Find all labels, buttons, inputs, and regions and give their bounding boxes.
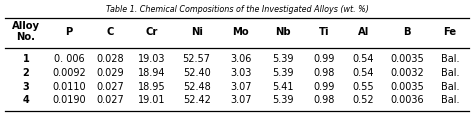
Text: 0.99: 0.99: [314, 54, 335, 64]
Text: 0. 006: 0. 006: [54, 54, 84, 64]
Text: 5.39: 5.39: [273, 54, 294, 64]
Text: 0.0035: 0.0035: [390, 82, 424, 92]
Text: 4: 4: [23, 95, 29, 105]
Text: 5.39: 5.39: [273, 68, 294, 78]
Text: 3.07: 3.07: [230, 95, 252, 105]
Text: Bal.: Bal.: [441, 68, 459, 78]
Text: 0.54: 0.54: [353, 68, 374, 78]
Text: 0.52: 0.52: [353, 95, 374, 105]
Text: Cr: Cr: [146, 27, 158, 37]
Text: 3.03: 3.03: [230, 68, 252, 78]
Text: 2: 2: [23, 68, 29, 78]
Text: Mo: Mo: [233, 27, 249, 37]
Text: 19.03: 19.03: [138, 54, 165, 64]
Text: 5.41: 5.41: [273, 82, 294, 92]
Text: 0.027: 0.027: [97, 82, 124, 92]
Text: 52.42: 52.42: [183, 95, 210, 105]
Text: 3: 3: [23, 82, 29, 92]
Text: 0.98: 0.98: [314, 68, 335, 78]
Text: 19.01: 19.01: [138, 95, 165, 105]
Text: Nb: Nb: [275, 27, 291, 37]
Text: 0.0190: 0.0190: [53, 95, 86, 105]
Text: 0.029: 0.029: [97, 68, 124, 78]
Text: B: B: [403, 27, 410, 37]
Text: Ni: Ni: [191, 27, 202, 37]
Text: 0.54: 0.54: [353, 54, 374, 64]
Text: C: C: [107, 27, 114, 37]
Text: Bal.: Bal.: [441, 82, 459, 92]
Text: 0.55: 0.55: [353, 82, 374, 92]
Text: 52.48: 52.48: [183, 82, 210, 92]
Text: Table 1. Chemical Compositions of the Investigated Alloys (wt. %): Table 1. Chemical Compositions of the In…: [106, 5, 368, 14]
Text: 0.0035: 0.0035: [390, 54, 424, 64]
Text: Bal.: Bal.: [441, 54, 459, 64]
Text: 1: 1: [23, 54, 29, 64]
Text: 52.40: 52.40: [183, 68, 210, 78]
Text: Al: Al: [358, 27, 369, 37]
Text: 0.99: 0.99: [314, 82, 335, 92]
Text: Alloy
No.: Alloy No.: [12, 21, 40, 42]
Text: 0.0036: 0.0036: [390, 95, 424, 105]
Text: 0.0032: 0.0032: [390, 68, 424, 78]
Text: 0.0092: 0.0092: [52, 68, 86, 78]
Text: 3.07: 3.07: [230, 82, 252, 92]
Text: 18.94: 18.94: [138, 68, 165, 78]
Text: 52.57: 52.57: [182, 54, 210, 64]
Text: 18.95: 18.95: [138, 82, 165, 92]
Text: 0.028: 0.028: [97, 54, 124, 64]
Text: P: P: [65, 27, 73, 37]
Text: Fe: Fe: [444, 27, 456, 37]
Text: 0.98: 0.98: [314, 95, 335, 105]
Text: Ti: Ti: [319, 27, 330, 37]
Text: Bal.: Bal.: [441, 95, 459, 105]
Text: 5.39: 5.39: [273, 95, 294, 105]
Text: 0.027: 0.027: [97, 95, 124, 105]
Text: 0.0110: 0.0110: [53, 82, 86, 92]
Text: 3.06: 3.06: [230, 54, 252, 64]
